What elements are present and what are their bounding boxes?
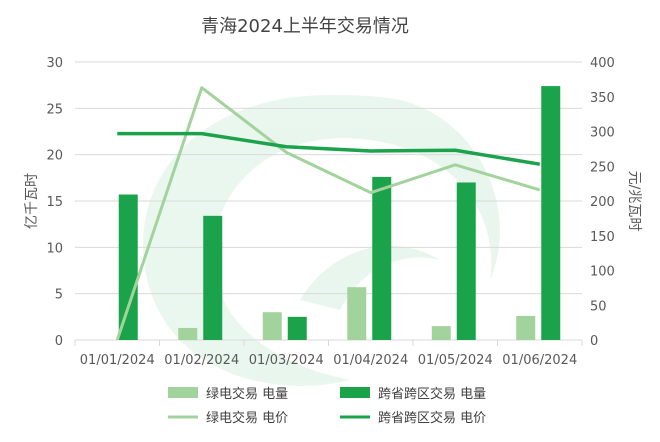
bar-cross-region-1 (203, 215, 223, 340)
left-tick-label: 5 (55, 288, 63, 303)
left-tick-label: 20 (46, 149, 63, 164)
left-axis-ticks: 0 5 10 15 20 25 30 (46, 56, 63, 349)
legend-label: 绿电交易 电量 (206, 386, 288, 402)
bar-green-power-1 (178, 327, 198, 340)
x-tick-label: 01/03/2024 (249, 353, 324, 368)
bars (118, 86, 561, 341)
watermark-logo (143, 95, 500, 386)
line-green-power-price (115, 86, 541, 341)
bar-cross-region-5 (541, 86, 561, 341)
chart-title: 青海2024上半年交易情况 (201, 16, 409, 37)
bar-cross-region-0 (118, 194, 138, 340)
left-tick-label: 15 (46, 195, 63, 210)
right-tick-label: 0 (590, 334, 598, 349)
bar-green-power-2 (262, 312, 282, 340)
right-tick-label: 200 (590, 195, 615, 210)
x-tick-label: 01/04/2024 (333, 353, 408, 368)
legend-label: 绿电交易 电价 (206, 410, 288, 426)
bar-green-power-5 (516, 315, 536, 340)
lines (115, 86, 541, 341)
right-axis-ticks: 0 50 100 150 200 250 300 350 400 (590, 56, 615, 349)
bar-cross-region-4 (456, 182, 476, 340)
right-tick-label: 100 (590, 265, 615, 280)
gridlines (75, 61, 582, 341)
left-tick-label: 25 (46, 102, 63, 117)
bar-cross-region-3 (372, 176, 392, 340)
right-tick-label: 350 (590, 91, 615, 106)
right-tick-label: 300 (590, 126, 615, 141)
right-tick-label: 250 (590, 160, 615, 175)
x-tick-label: 01/02/2024 (164, 353, 239, 368)
right-axis-label: 元/兆瓦时 (626, 171, 642, 232)
bar-green-power-3 (347, 287, 367, 340)
right-tick-label: 400 (590, 56, 615, 71)
right-tick-label: 50 (590, 299, 607, 314)
left-tick-label: 10 (46, 241, 63, 256)
right-tick-label: 150 (590, 230, 615, 245)
legend-label: 跨省跨区交易 电量 (378, 386, 486, 402)
legend-label: 跨省跨区交易 电价 (378, 410, 486, 426)
bar-green-power-4 (431, 326, 451, 340)
x-tick-label: 01/01/2024 (80, 353, 155, 368)
x-tick-label: 01/06/2024 (502, 353, 577, 368)
x-tick-label: 01/05/2024 (418, 353, 493, 368)
legend-swatch (168, 387, 198, 398)
left-axis-label: 亿千瓦时 (24, 173, 40, 229)
legend-swatch (340, 387, 370, 398)
x-axis-ticks: 01/01/2024 01/02/2024 01/03/2024 01/04/2024… (74, 340, 583, 368)
line-cross-region-price (117, 131, 541, 166)
left-tick-label: 0 (55, 334, 63, 349)
left-tick-label: 30 (46, 56, 63, 71)
bar-cross-region-2 (287, 316, 307, 340)
